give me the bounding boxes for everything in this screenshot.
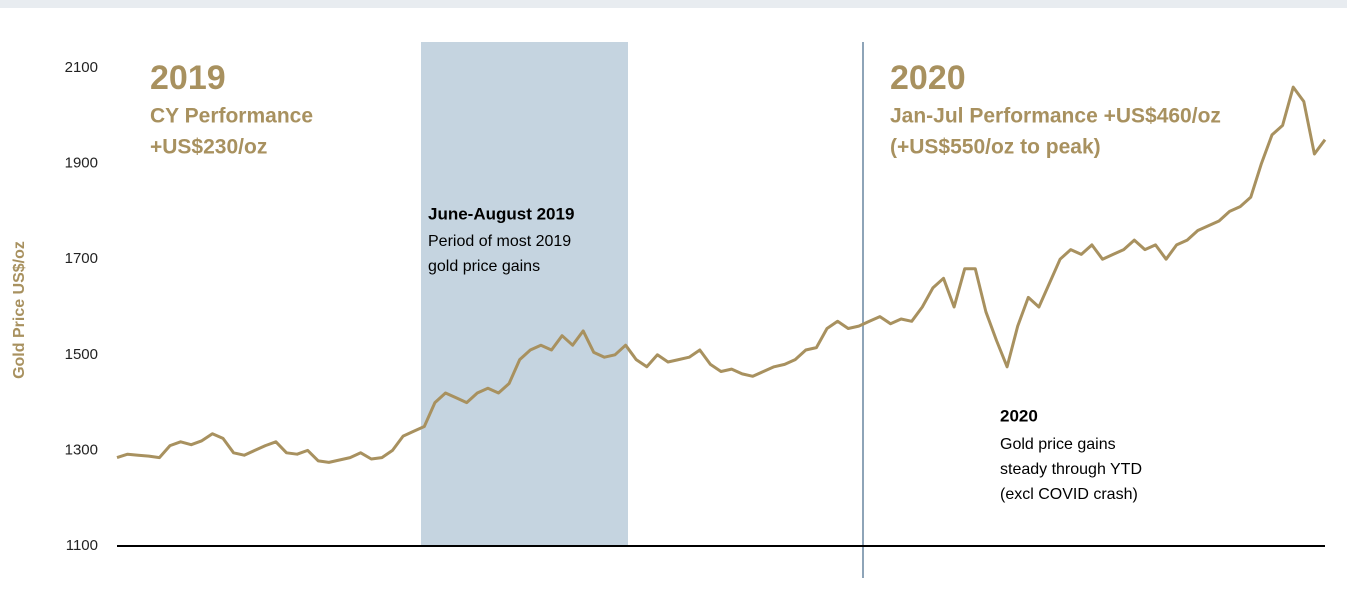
y-tick-label: 1700 bbox=[65, 250, 98, 267]
annotation-title: June-August 2019 bbox=[428, 204, 574, 223]
annotation-title: 2019 bbox=[150, 59, 226, 97]
y-tick-label: 1500 bbox=[65, 346, 98, 363]
annotation-line: (excl COVID crash) bbox=[1000, 486, 1138, 503]
y-tick-label: 1100 bbox=[66, 537, 98, 554]
top-band bbox=[0, 0, 1347, 8]
annotation-line: CY Performance bbox=[150, 105, 313, 128]
annotation-title: 2020 bbox=[1000, 406, 1038, 425]
annotation-line: steady through YTD bbox=[1000, 461, 1142, 478]
annotation-line: Jan-Jul Performance +US$460/oz bbox=[890, 105, 1221, 128]
annotation-line: Period of most 2019 bbox=[428, 233, 571, 250]
y-axis-label: Gold Price US$/oz bbox=[11, 241, 28, 379]
annotation-line: gold price gains bbox=[428, 258, 540, 275]
annotation-line: Gold price gains bbox=[1000, 436, 1116, 453]
y-tick-label: 2100 bbox=[65, 59, 98, 76]
annotation-line: (+US$550/oz to peak) bbox=[890, 136, 1101, 159]
y-tick-label: 1300 bbox=[65, 441, 98, 458]
annotation-title: 2020 bbox=[890, 59, 966, 97]
highlight-period bbox=[421, 42, 628, 546]
y-tick-label: 1900 bbox=[65, 155, 98, 172]
annotation-line: +US$230/oz bbox=[150, 136, 267, 159]
price-line bbox=[116, 85, 1327, 464]
